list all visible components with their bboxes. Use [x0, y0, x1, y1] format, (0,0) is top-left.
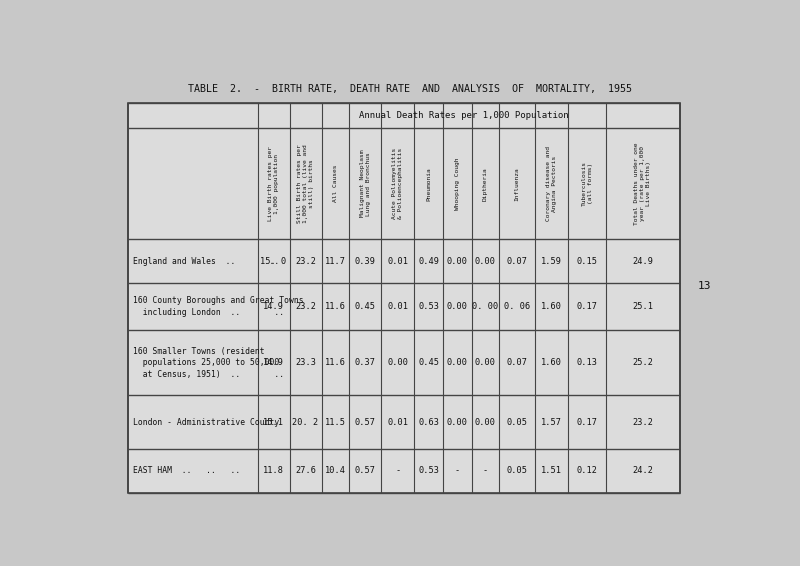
Text: 11.7: 11.7 [325, 257, 346, 266]
Text: 0.01: 0.01 [387, 302, 408, 311]
Text: 11.5: 11.5 [325, 418, 346, 427]
Text: Acute Poliomyelitis
& Polioencephalitis: Acute Poliomyelitis & Polioencephalitis [392, 148, 403, 220]
Text: Annual Death Rates per 1,000 Population: Annual Death Rates per 1,000 Population [359, 111, 569, 120]
Text: 23.2: 23.2 [632, 418, 654, 427]
Text: 0.57: 0.57 [354, 418, 376, 427]
Text: 23.3: 23.3 [295, 358, 316, 367]
Text: England and Wales  ..       ..: England and Wales .. .. [133, 257, 279, 266]
Text: 11.6: 11.6 [325, 302, 346, 311]
Text: 1.60: 1.60 [541, 358, 562, 367]
Text: 0.00: 0.00 [447, 418, 468, 427]
Text: 0.63: 0.63 [418, 418, 439, 427]
Text: 23.2: 23.2 [295, 302, 316, 311]
Text: 1.60: 1.60 [541, 302, 562, 311]
Text: 0.05: 0.05 [506, 466, 528, 475]
Text: Total Deaths under one
year (rate per 1,000
Live Births): Total Deaths under one year (rate per 1,… [634, 143, 651, 225]
Text: 160 County Boroughs and Great Towns
  including London  ..       ..: 160 County Boroughs and Great Towns incl… [133, 297, 303, 317]
Text: 0.00: 0.00 [447, 302, 468, 311]
Text: 0.17: 0.17 [577, 302, 598, 311]
Text: 1.59: 1.59 [541, 257, 562, 266]
Text: London - Administrative County: London - Administrative County [133, 418, 279, 427]
Text: Whooping Cough: Whooping Cough [455, 157, 460, 210]
Text: Still Birth rates per
1,000 total (live and
still) births: Still Birth rates per 1,000 total (live … [297, 144, 314, 223]
Text: 0.49: 0.49 [418, 257, 439, 266]
Text: 0.00: 0.00 [475, 257, 496, 266]
Text: Live Birth rates per
1,000 population: Live Birth rates per 1,000 population [268, 146, 279, 221]
Text: 0.00: 0.00 [475, 418, 496, 427]
Text: 0.17: 0.17 [577, 418, 598, 427]
Text: 0.53: 0.53 [418, 302, 439, 311]
Text: 0.45: 0.45 [354, 302, 376, 311]
Text: All Causes: All Causes [333, 165, 338, 203]
Text: 0.00: 0.00 [475, 358, 496, 367]
Text: TABLE  2.  -  BIRTH RATE,  DEATH RATE  AND  ANALYSIS  OF  MORTALITY,  1955: TABLE 2. - BIRTH RATE, DEATH RATE AND AN… [188, 84, 632, 95]
Text: 0.39: 0.39 [354, 257, 376, 266]
Text: Tuberculosis
(all forms): Tuberculosis (all forms) [582, 161, 593, 206]
Text: 0.13: 0.13 [577, 358, 598, 367]
Text: 0.07: 0.07 [506, 358, 528, 367]
Text: 1.57: 1.57 [541, 418, 562, 427]
Text: 15. 0: 15. 0 [261, 257, 286, 266]
Text: 160 Smaller Towns (resident
  populations 25,000 to 50,000
  at Census, 1951)  .: 160 Smaller Towns (resident populations … [133, 346, 284, 379]
Text: -: - [395, 466, 400, 475]
Text: 15.1: 15.1 [263, 418, 284, 427]
Text: 0.00: 0.00 [447, 358, 468, 367]
Text: 0.01: 0.01 [387, 257, 408, 266]
Text: 1.51: 1.51 [541, 466, 562, 475]
Text: 0. 06: 0. 06 [504, 302, 530, 311]
Text: 0.07: 0.07 [506, 257, 528, 266]
Text: 0.37: 0.37 [354, 358, 376, 367]
Text: 10.4: 10.4 [325, 466, 346, 475]
Text: 27.6: 27.6 [295, 466, 316, 475]
Text: -: - [483, 466, 488, 475]
Text: 0.57: 0.57 [354, 466, 376, 475]
Text: Malignant Neoplasm
Lung and Bronchus: Malignant Neoplasm Lung and Bronchus [359, 150, 370, 217]
Text: Diptheria: Diptheria [483, 167, 488, 200]
Text: 24.9: 24.9 [632, 257, 654, 266]
Text: -: - [454, 466, 460, 475]
Text: 11.8: 11.8 [263, 466, 284, 475]
Text: 0. 00: 0. 00 [472, 302, 498, 311]
Text: 0.00: 0.00 [447, 257, 468, 266]
Text: 14.9: 14.9 [263, 302, 284, 311]
Text: 25.2: 25.2 [632, 358, 654, 367]
Text: 0.53: 0.53 [418, 466, 439, 475]
Text: 0.05: 0.05 [506, 418, 528, 427]
Text: Influenza: Influenza [514, 167, 520, 200]
Text: 0.12: 0.12 [577, 466, 598, 475]
Text: 25.1: 25.1 [632, 302, 654, 311]
Text: 20. 2: 20. 2 [293, 418, 318, 427]
Text: 0.01: 0.01 [387, 418, 408, 427]
Text: 0.45: 0.45 [418, 358, 439, 367]
Text: 13: 13 [698, 281, 711, 291]
Text: 0.15: 0.15 [577, 257, 598, 266]
Text: 0.00: 0.00 [387, 358, 408, 367]
Text: 14.9: 14.9 [263, 358, 284, 367]
Text: EAST HAM  ..   ..   ..: EAST HAM .. .. .. [133, 466, 240, 475]
Bar [128, 103, 680, 493]
Text: Pneumonia: Pneumonia [426, 167, 431, 200]
Text: 23.2: 23.2 [295, 257, 316, 266]
Text: 11.6: 11.6 [325, 358, 346, 367]
Text: 24.2: 24.2 [632, 466, 654, 475]
Text: Coronary disease and
Angina Pectoris: Coronary disease and Angina Pectoris [546, 146, 558, 221]
